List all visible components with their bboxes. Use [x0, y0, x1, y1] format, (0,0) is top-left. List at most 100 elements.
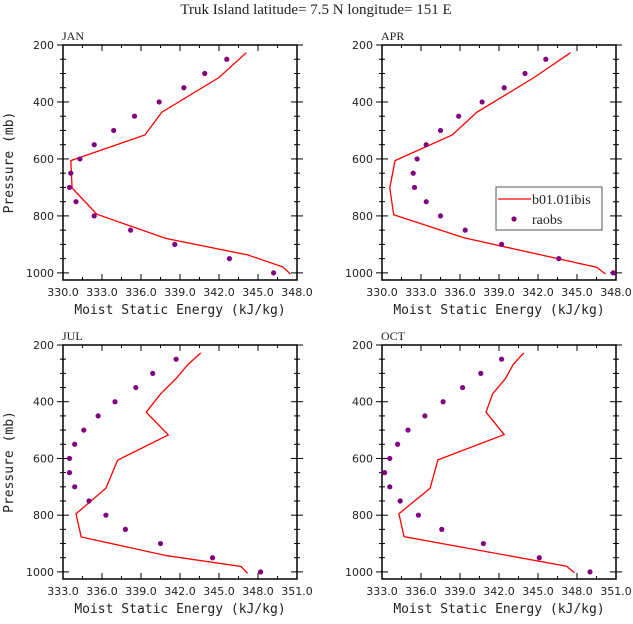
x-axis-label: Moist Static Energy (kJ/kg)	[74, 602, 285, 617]
raobs-point	[95, 413, 101, 419]
raobs-point	[72, 484, 78, 490]
raobs-point	[480, 540, 486, 547]
raobs-point	[499, 241, 505, 247]
panel-apr: 200 400 600 800 1000 330.0 333.0 336.0 339.0 342.…	[345, 29, 632, 318]
raobs-point	[479, 99, 485, 105]
plot-frame	[62, 44, 298, 281]
panel-label: JUL	[62, 329, 83, 343]
x-axis-label: Moist Static Energy (kJ/kg)	[74, 303, 285, 318]
y-tick-label: 800	[33, 509, 54, 522]
raobs-point	[156, 99, 162, 105]
raobs-point	[405, 427, 411, 433]
raobs-point	[437, 127, 444, 134]
x-tick-label: 351.0	[600, 585, 632, 598]
panel-jul: 200 400 600 800 1000 333.0 336.0 339.0 342.0 345.…	[2, 329, 313, 617]
x-axis-label: Moist Static Energy (kJ/kg)	[393, 602, 604, 617]
panel-jan: 200 400 600 800 1000 330.0 333.0 336.0 339.0 342.…	[2, 29, 313, 318]
y-axis-label: Pressure (mb)	[2, 112, 17, 214]
y-tick-label: 400	[352, 396, 373, 409]
x-tick-label: 345.0	[203, 585, 235, 598]
raobs-point	[128, 227, 134, 233]
raobs-point	[587, 569, 593, 575]
y-axis-label: Pressure (mb)	[2, 411, 17, 513]
x-tick-label: 342.0	[483, 585, 515, 598]
x-tick-label: 333.0	[366, 585, 398, 598]
raobs-point	[172, 241, 178, 247]
raobs-point	[556, 256, 562, 262]
y-tick-label: 1000	[345, 267, 373, 280]
x-tick-label: 336.0	[444, 286, 476, 299]
raobs-point	[499, 356, 505, 362]
raobs-point	[150, 370, 156, 376]
model-line	[398, 352, 575, 574]
y-tick-label: 800	[352, 210, 373, 223]
x-axis-label: Moist Static Energy (kJ/kg)	[393, 303, 604, 318]
raobs-point	[414, 156, 420, 162]
raobs-point	[224, 56, 230, 62]
raobs-point	[103, 512, 109, 518]
raobs-point	[66, 184, 73, 191]
plot-frame	[381, 44, 617, 281]
raobs-point	[209, 555, 216, 561]
raobs-point	[81, 427, 87, 433]
raobs-point	[422, 413, 428, 419]
raobs-point	[411, 184, 418, 191]
x-tick-label: 333.0	[47, 585, 79, 598]
y-tick-label: 200	[33, 39, 54, 52]
x-tick-label: 348.0	[242, 585, 274, 598]
raobs-point	[610, 270, 617, 276]
x-tick-label: 336.0	[125, 286, 157, 299]
raobs-point	[112, 399, 118, 405]
model-line	[75, 352, 249, 574]
y-tick-label: 600	[33, 153, 54, 166]
x-tick-label: 339.0	[483, 286, 515, 299]
y-tick-label: 800	[352, 509, 373, 522]
legend-box	[495, 186, 603, 231]
raobs-point	[202, 70, 208, 77]
raobs-point	[173, 356, 179, 362]
raobs-point	[111, 127, 117, 134]
raobs-point	[387, 455, 393, 462]
raobs-point	[91, 213, 97, 219]
plot-frame	[381, 344, 617, 580]
x-tick-label: 339.0	[125, 585, 157, 598]
model-line	[70, 52, 291, 275]
raobs-point	[181, 85, 187, 91]
y-tick-label: 400	[33, 396, 54, 409]
plot-frame	[62, 344, 298, 580]
raobs-point	[543, 56, 549, 62]
panel-label: OCT	[381, 329, 406, 343]
y-tick-label: 1000	[345, 566, 373, 579]
y-tick-label: 600	[352, 452, 373, 465]
x-tick-label: 348.0	[281, 286, 313, 299]
y-tick-label: 200	[352, 339, 373, 352]
raobs-point	[462, 227, 468, 233]
figure-title: Truk Island latitude= 7.5 N longitude= 1…	[180, 2, 451, 18]
raobs-point	[478, 370, 484, 376]
x-tick-label: 339.0	[164, 286, 196, 299]
x-tick-label: 348.0	[600, 286, 632, 299]
raobs-point	[131, 113, 138, 119]
raobs-point	[157, 540, 164, 547]
raobs-point	[536, 555, 542, 561]
x-tick-label: 336.0	[405, 585, 437, 598]
x-tick-label: 342.0	[164, 585, 196, 598]
y-tick-label: 200	[352, 39, 373, 52]
raobs-point	[501, 85, 507, 91]
x-tick-label: 345.0	[561, 286, 593, 299]
raobs-point	[439, 526, 445, 532]
raobs-point	[522, 70, 528, 77]
x-tick-label: 336.0	[86, 585, 118, 598]
raobs-point	[387, 484, 393, 490]
raobs-point	[382, 470, 388, 476]
y-tick-label: 400	[33, 96, 54, 109]
raobs-point	[77, 156, 83, 162]
raobs-point	[423, 142, 429, 148]
legend-model-label: b01.01ibis	[532, 193, 591, 208]
raobs-point	[437, 213, 444, 219]
panel-label: JAN	[62, 29, 84, 43]
raobs-point	[226, 256, 232, 262]
raobs-point	[395, 441, 401, 447]
x-tick-label: 345.0	[242, 286, 274, 299]
